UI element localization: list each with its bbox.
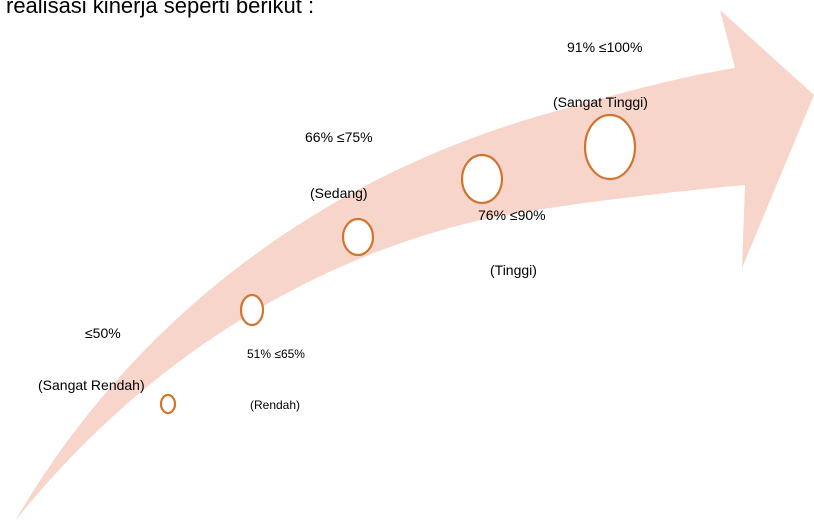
level-range: 66% ≤75% xyxy=(305,129,373,145)
level-marker xyxy=(239,293,265,327)
level-label: (Sedang) xyxy=(310,185,368,201)
header-text: realisasi kinerja seperti berikut : xyxy=(6,0,314,18)
level-marker xyxy=(460,153,504,205)
level-label: (Sangat Rendah) xyxy=(38,377,145,393)
level-marker xyxy=(341,217,375,257)
level-marker xyxy=(159,393,177,415)
level-marker xyxy=(583,113,637,181)
level-range: 51% ≤65% xyxy=(247,347,305,361)
arrow xyxy=(15,10,814,521)
level-range: ≤50% xyxy=(85,325,121,341)
level-range: 91% ≤100% xyxy=(567,39,642,55)
level-label: (Rendah) xyxy=(250,398,300,412)
level-label: (Sangat Tinggi) xyxy=(553,94,648,110)
level-range: 76% ≤90% xyxy=(478,207,546,223)
level-label: (Tinggi) xyxy=(490,262,537,278)
